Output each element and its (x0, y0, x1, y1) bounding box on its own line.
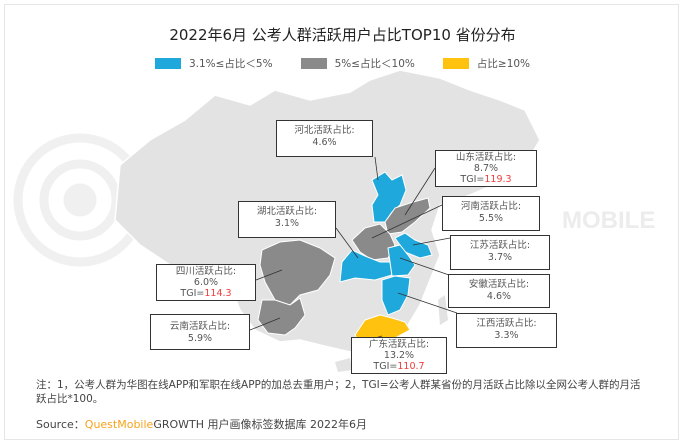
callout-value: 5.5% (478, 213, 504, 224)
callout-henan: 河南活跃占比: 5.5% (442, 196, 540, 231)
callout-value: 6.0% (193, 277, 219, 288)
legend-item-mid: 5%≤占比＜10% (300, 56, 415, 71)
source-line: Source：QuestMobileGROWTH 用户画像标签数据库 2022年… (36, 416, 367, 432)
callout-hubei: 湖北活跃占比: 3.1% (238, 201, 336, 238)
province-sichuan[interactable] (259, 239, 336, 306)
callout-hebei: 河北活跃占比: 4.6% (276, 120, 373, 157)
callout-value: 4.6% (486, 291, 512, 302)
tgi-value: 114.3 (204, 288, 232, 299)
province-shandong[interactable] (384, 197, 431, 235)
map-title: 2022年6月 公考人群活跃用户占比TOP10 省份分布 (169, 26, 516, 44)
hainan-island (335, 358, 352, 372)
callout-label: 河南活跃占比: (460, 201, 522, 212)
callout-value: 13.2% (383, 350, 415, 361)
callout-jiangxi: 江西活跃占比: 3.3% (456, 313, 557, 348)
province-anhui[interactable] (387, 244, 416, 277)
province-yunnan[interactable] (257, 297, 306, 336)
province-jiangsu[interactable] (394, 232, 433, 259)
callout-label: 河北活跃占比: (294, 125, 355, 136)
callout-yunnan: 云南活跃占比: 5.9% (150, 314, 250, 350)
taiwan-island (438, 295, 448, 325)
callout-value: 3.1% (274, 218, 300, 229)
tgi-value: 110.7 (397, 361, 425, 372)
legend-label: 5%≤占比＜10% (334, 58, 415, 70)
legend-swatch-gray (300, 58, 327, 69)
callout-anhui: 安徽活跃占比: 4.6% (448, 274, 550, 308)
callout-value: 8.7% (473, 163, 499, 174)
source-brand: QuestMobile (84, 418, 154, 431)
callout-label: 安徽活跃占比: (468, 279, 530, 290)
callout-shandong: 山东活跃占比: 8.7% TGI=119.3 (435, 150, 537, 187)
legend-label: 3.1%≤占比＜5% (188, 58, 273, 70)
callout-label: 山东活跃占比: (455, 152, 517, 163)
callout-value: 4.6% (312, 137, 337, 148)
source-prefix: Source： (36, 418, 85, 431)
chart-frame (4, 4, 679, 440)
callout-sichuan: 四川活跃占比: 6.0% TGI=114.3 (156, 264, 256, 301)
callout-jiangsu: 江苏活跃占比: 3.7% (450, 235, 550, 270)
callout-tgi: TGI=110.7 (352, 361, 446, 372)
tgi-prefix: TGI= (460, 174, 485, 185)
callout-value: 3.3% (494, 330, 519, 341)
legend-swatch-yellow (442, 58, 469, 69)
callout-label: 湖北活跃占比: (256, 206, 318, 217)
tgi-prefix: TGI= (180, 288, 205, 299)
province-jiangxi[interactable] (381, 275, 411, 316)
callout-label: 广东活跃占比: (368, 339, 430, 350)
province-henan[interactable] (351, 223, 396, 261)
callout-label: 云南活跃占比: (169, 321, 231, 332)
legend-swatch-blue (154, 58, 181, 69)
callout-label: 江西活跃占比: (476, 318, 537, 329)
callout-tgi: TGI=119.3 (436, 174, 536, 185)
callout-guangdong: 广东活跃占比: 13.2% TGI=110.7 (351, 337, 447, 374)
legend-label: 占比≥10% (476, 58, 531, 70)
tgi-value: 119.3 (484, 174, 512, 185)
callout-value: 5.9% (187, 333, 213, 344)
watermark-text: MOBILE (562, 207, 655, 234)
callout-label: 四川活跃占比: (175, 266, 237, 277)
footnote: 注：1，公考人群为华图在线APP和军职在线APP的加总去重用户；2，TGI=公考… (36, 379, 641, 405)
callout-label: 江苏活跃占比: (469, 240, 531, 251)
tgi-prefix: TGI= (373, 361, 398, 372)
callout-tgi: TGI=114.3 (157, 288, 255, 299)
legend-item-high: 占比≥10% (442, 56, 531, 71)
legend-item-low: 3.1%≤占比＜5% (154, 56, 273, 71)
source-text: GROWTH 用户画像标签数据库 2022年6月 (153, 418, 367, 431)
callout-value: 3.7% (487, 252, 513, 263)
legend: 3.1%≤占比＜5% 5%≤占比＜10% 占比≥10% (0, 56, 685, 71)
